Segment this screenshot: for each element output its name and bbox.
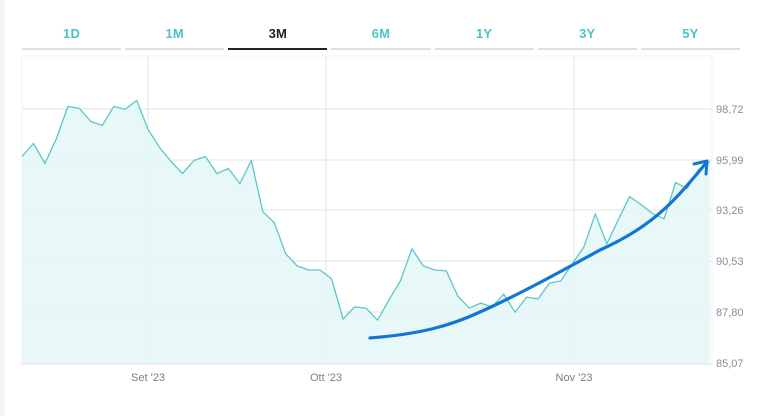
range-tabs: 1D 1M 3M 6M 1Y 3Y 5Y (22, 20, 741, 50)
x-axis-labels: Set '23 Ott '23 Nov '23 (131, 372, 592, 384)
price-line (21, 99, 711, 321)
tab-6m[interactable]: 6M (331, 20, 431, 50)
trend-arrow-icon (368, 159, 709, 340)
tab-3y[interactable]: 3Y (537, 20, 637, 50)
y-tick-label: 95,99 (716, 155, 744, 167)
x-tick-label: Set '23 (131, 372, 165, 384)
y-tick-label: 93,26 (716, 205, 744, 217)
price-area-fill (22, 100, 710, 365)
y-tick-label: 90,53 (716, 256, 744, 268)
y-tick-label: 98,72 (716, 104, 744, 116)
x-tick-label: Ott '23 (310, 372, 342, 384)
left-border (0, 0, 5, 416)
x-tick-label: Nov '23 (556, 372, 593, 384)
tab-1y[interactable]: 1Y (434, 20, 534, 50)
tab-1d[interactable]: 1D (22, 20, 122, 50)
y-tick-label: 87,80 (716, 307, 744, 319)
tab-3m[interactable]: 3M (228, 20, 328, 50)
tab-5y[interactable]: 5Y (640, 20, 741, 50)
tab-1m[interactable]: 1M (125, 20, 225, 50)
y-tick-label: 85,07 (716, 358, 744, 370)
y-axis-labels: 98,72 95,99 93,26 90,53 87,80 85,07 (716, 104, 744, 370)
